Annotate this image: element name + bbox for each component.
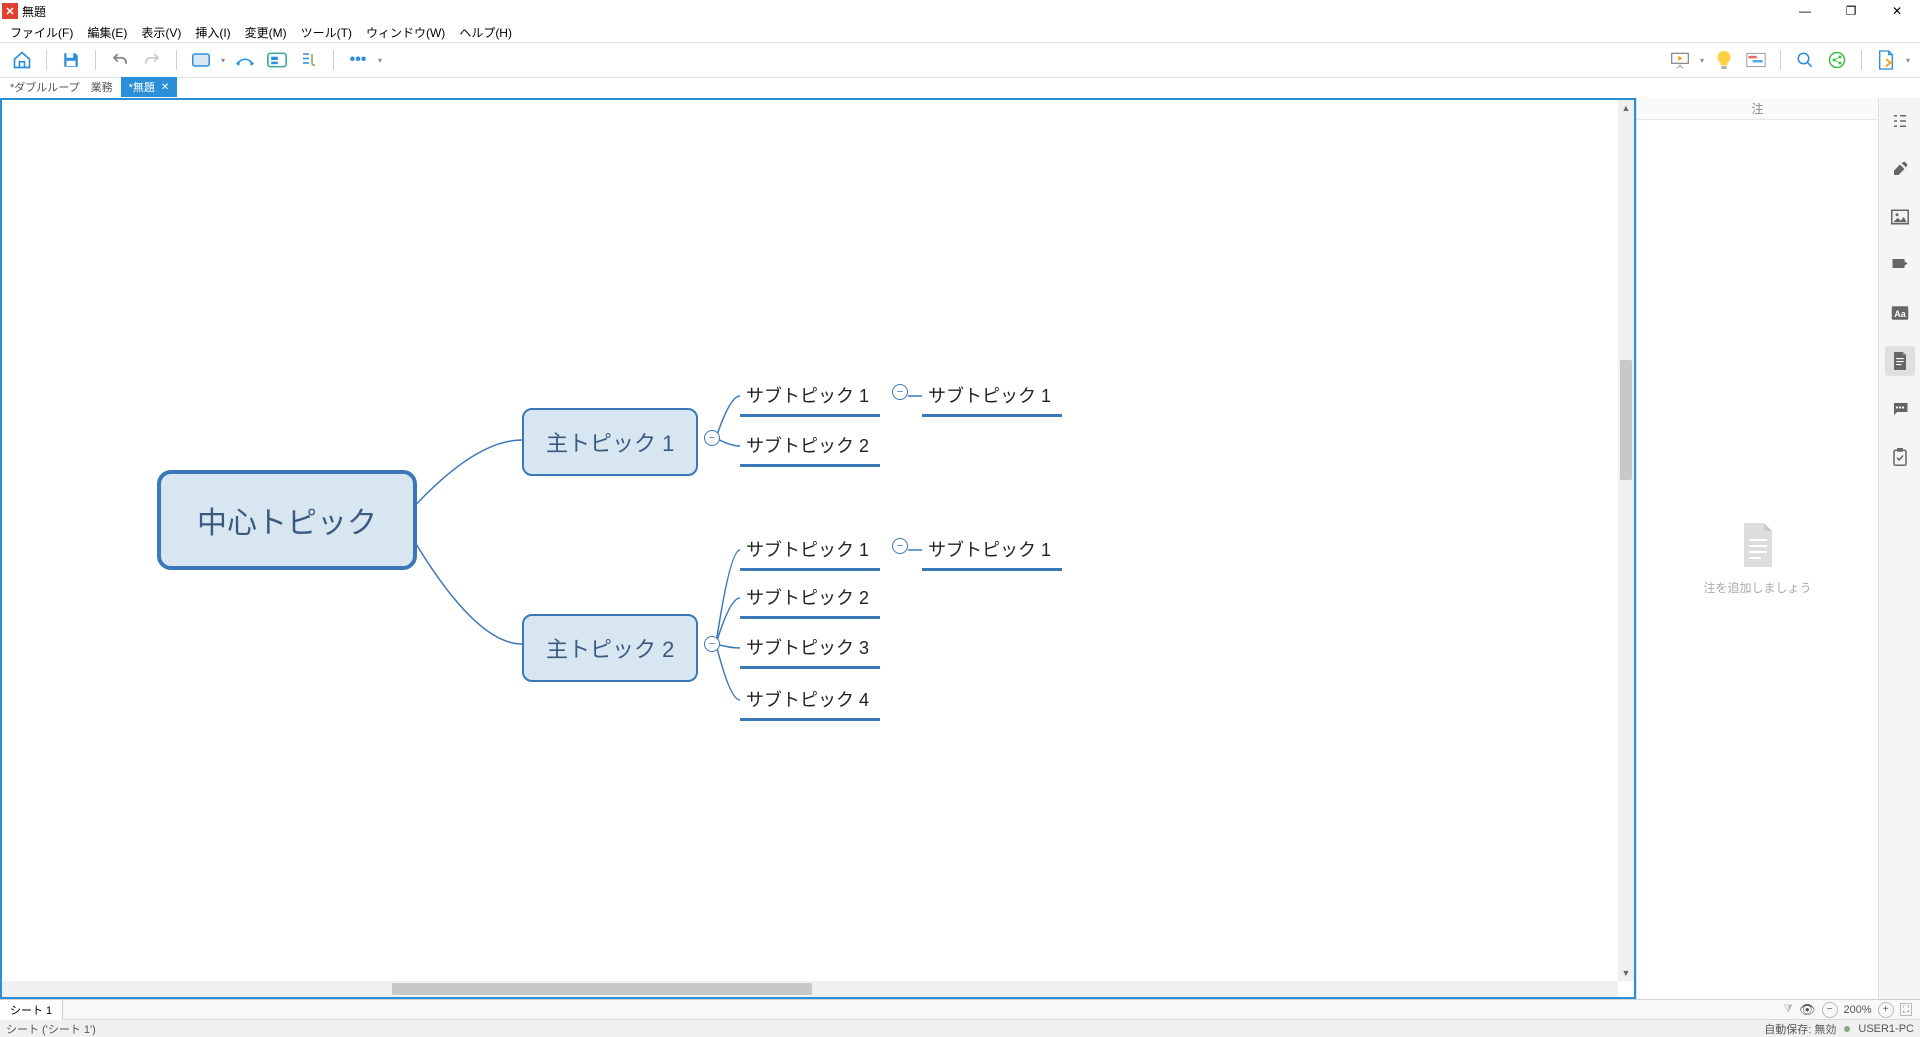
task-icon[interactable] (1885, 442, 1915, 472)
zoom-in-button[interactable]: + (1878, 1002, 1894, 1018)
expand-toggle[interactable]: − (892, 384, 908, 400)
scroll-down-icon[interactable]: ▼ (1618, 965, 1634, 981)
status-autosave: 自動保存: 無効 (1764, 1021, 1836, 1037)
window-controls: — ❐ ✕ (1782, 0, 1920, 22)
idea-button[interactable] (1710, 46, 1738, 74)
separator (1861, 50, 1862, 70)
boundary-button[interactable] (263, 46, 291, 74)
workspace: 中心トピック 主トピック 1 − 主トピック 2 − サブトピック 1 − サブ… (0, 98, 1920, 999)
search-button[interactable] (1791, 46, 1819, 74)
app-icon: ✕ (2, 3, 18, 19)
notes-title: 注 (1637, 98, 1878, 120)
expand-toggle[interactable]: − (704, 636, 720, 652)
scroll-up-icon[interactable]: ▲ (1618, 100, 1634, 116)
gantt-button[interactable] (1742, 46, 1770, 74)
main-topic-2[interactable]: 主トピック 2 (522, 614, 698, 682)
scroll-thumb[interactable] (1620, 360, 1632, 480)
svg-text:Aa: Aa (1894, 309, 1906, 319)
status-sheet: シート ('シート 1') (6, 1021, 96, 1037)
zoom-level[interactable]: 200% (1844, 1004, 1872, 1016)
menu-bar: ファイル(F) 編集(E) 表示(V) 挿入(I) 変更(M) ツール(T) ウ… (0, 22, 1920, 42)
tab-untitled[interactable]: *無題 ✕ (121, 77, 178, 97)
menu-modify[interactable]: 変更(M) (239, 23, 293, 42)
notes-icon[interactable] (1885, 346, 1915, 376)
redo-button[interactable] (138, 46, 166, 74)
menu-file[interactable]: ファイル(F) (4, 23, 79, 42)
menu-help[interactable]: ヘルプ(H) (453, 23, 518, 42)
sheet-bar: シート 1 ⧩ 👁 − 200% + ⛶ (0, 999, 1920, 1019)
close-button[interactable]: ✕ (1874, 0, 1920, 22)
menu-tools[interactable]: ツール(T) (295, 23, 358, 42)
vertical-scrollbar[interactable]: ▲ ▼ (1618, 100, 1634, 981)
topic-style-button[interactable] (187, 46, 215, 74)
status-user: USER1-PC (1858, 1023, 1914, 1035)
minimize-button[interactable]: — (1782, 0, 1828, 22)
side-toolbar: Aa (1878, 98, 1920, 999)
more-button[interactable]: ••• (344, 46, 372, 74)
canvas[interactable]: 中心トピック 主トピック 1 − 主トピック 2 − サブトピック 1 − サブ… (0, 98, 1636, 999)
maximize-button[interactable]: ❐ (1828, 0, 1874, 22)
status-dot-icon (1844, 1026, 1850, 1032)
dropdown-icon[interactable]: ▾ (219, 56, 227, 65)
dropdown-icon[interactable]: ▾ (1698, 56, 1706, 65)
dropdown-icon[interactable]: ▾ (376, 56, 384, 65)
notes-body[interactable]: 注を追加しましょう (1637, 120, 1878, 999)
summary-button[interactable] (295, 46, 323, 74)
comments-icon[interactable] (1885, 394, 1915, 424)
document-tabs: *ダブルループ 業務 *無題 ✕ (0, 78, 1920, 98)
share-button[interactable] (1823, 46, 1851, 74)
tab-label: *無題 (129, 79, 155, 95)
sub-topic[interactable]: サブトピック 2 (740, 428, 880, 467)
separator (1780, 50, 1781, 70)
undo-button[interactable] (106, 46, 134, 74)
separator (333, 50, 334, 70)
font-icon[interactable]: Aa (1885, 298, 1915, 328)
visibility-icon[interactable]: 👁 (1799, 1002, 1816, 1018)
sub-topic[interactable]: サブトピック 1 (740, 532, 880, 571)
sub-topic[interactable]: サブトピック 2 (740, 580, 880, 619)
image-icon[interactable] (1885, 202, 1915, 232)
export-button[interactable] (1872, 46, 1900, 74)
toolbar: ▾ ••• ▾ ▾ ▾ (0, 42, 1920, 78)
home-button[interactable] (8, 46, 36, 74)
fit-button[interactable]: ⛶ (1900, 1003, 1912, 1016)
notes-panel: 注 注を追加しましょう (1636, 98, 1878, 999)
menu-window[interactable]: ウィンドウ(W) (360, 23, 451, 42)
expand-toggle[interactable]: − (892, 538, 908, 554)
menu-insert[interactable]: 挿入(I) (189, 23, 236, 42)
format-icon[interactable] (1885, 154, 1915, 184)
save-button[interactable] (57, 46, 85, 74)
marker-icon[interactable] (1885, 250, 1915, 280)
filter-icon[interactable]: ⧩ (1783, 1003, 1793, 1016)
sub-topic[interactable]: サブトピック 3 (740, 630, 880, 669)
sub-topic[interactable]: サブトピック 1 (740, 378, 880, 417)
sub-topic[interactable]: サブトピック 1 (922, 378, 1062, 417)
tab-doubleloop[interactable]: *ダブルループ 業務 (2, 77, 121, 97)
separator (46, 50, 47, 70)
central-topic[interactable]: 中心トピック (157, 470, 417, 570)
notes-placeholder-icon (1740, 523, 1776, 567)
menu-view[interactable]: 表示(V) (135, 23, 187, 42)
separator (176, 50, 177, 70)
menu-edit[interactable]: 編集(E) (81, 23, 133, 42)
expand-toggle[interactable]: − (704, 430, 720, 446)
presentation-button[interactable] (1666, 46, 1694, 74)
outline-icon[interactable] (1885, 106, 1915, 136)
dropdown-icon[interactable]: ▾ (1904, 56, 1912, 65)
main-topic-1[interactable]: 主トピック 1 (522, 408, 698, 476)
zoom-out-button[interactable]: − (1822, 1002, 1838, 1018)
tab-close-icon[interactable]: ✕ (161, 82, 169, 93)
notes-placeholder-text: 注を追加しましょう (1703, 579, 1811, 596)
sheet-tab-1[interactable]: シート 1 (0, 1000, 63, 1020)
sub-topic[interactable]: サブトピック 1 (922, 532, 1062, 571)
window-title: 無題 (22, 3, 46, 20)
sub-topic[interactable]: サブトピック 4 (740, 682, 880, 721)
status-bar: シート ('シート 1') 自動保存: 無効 USER1-PC (0, 1019, 1920, 1037)
scroll-thumb[interactable] (392, 983, 812, 995)
title-bar: ✕ 無題 — ❐ ✕ (0, 0, 1920, 22)
horizontal-scrollbar[interactable] (2, 981, 1618, 997)
relationship-button[interactable] (231, 46, 259, 74)
separator (95, 50, 96, 70)
